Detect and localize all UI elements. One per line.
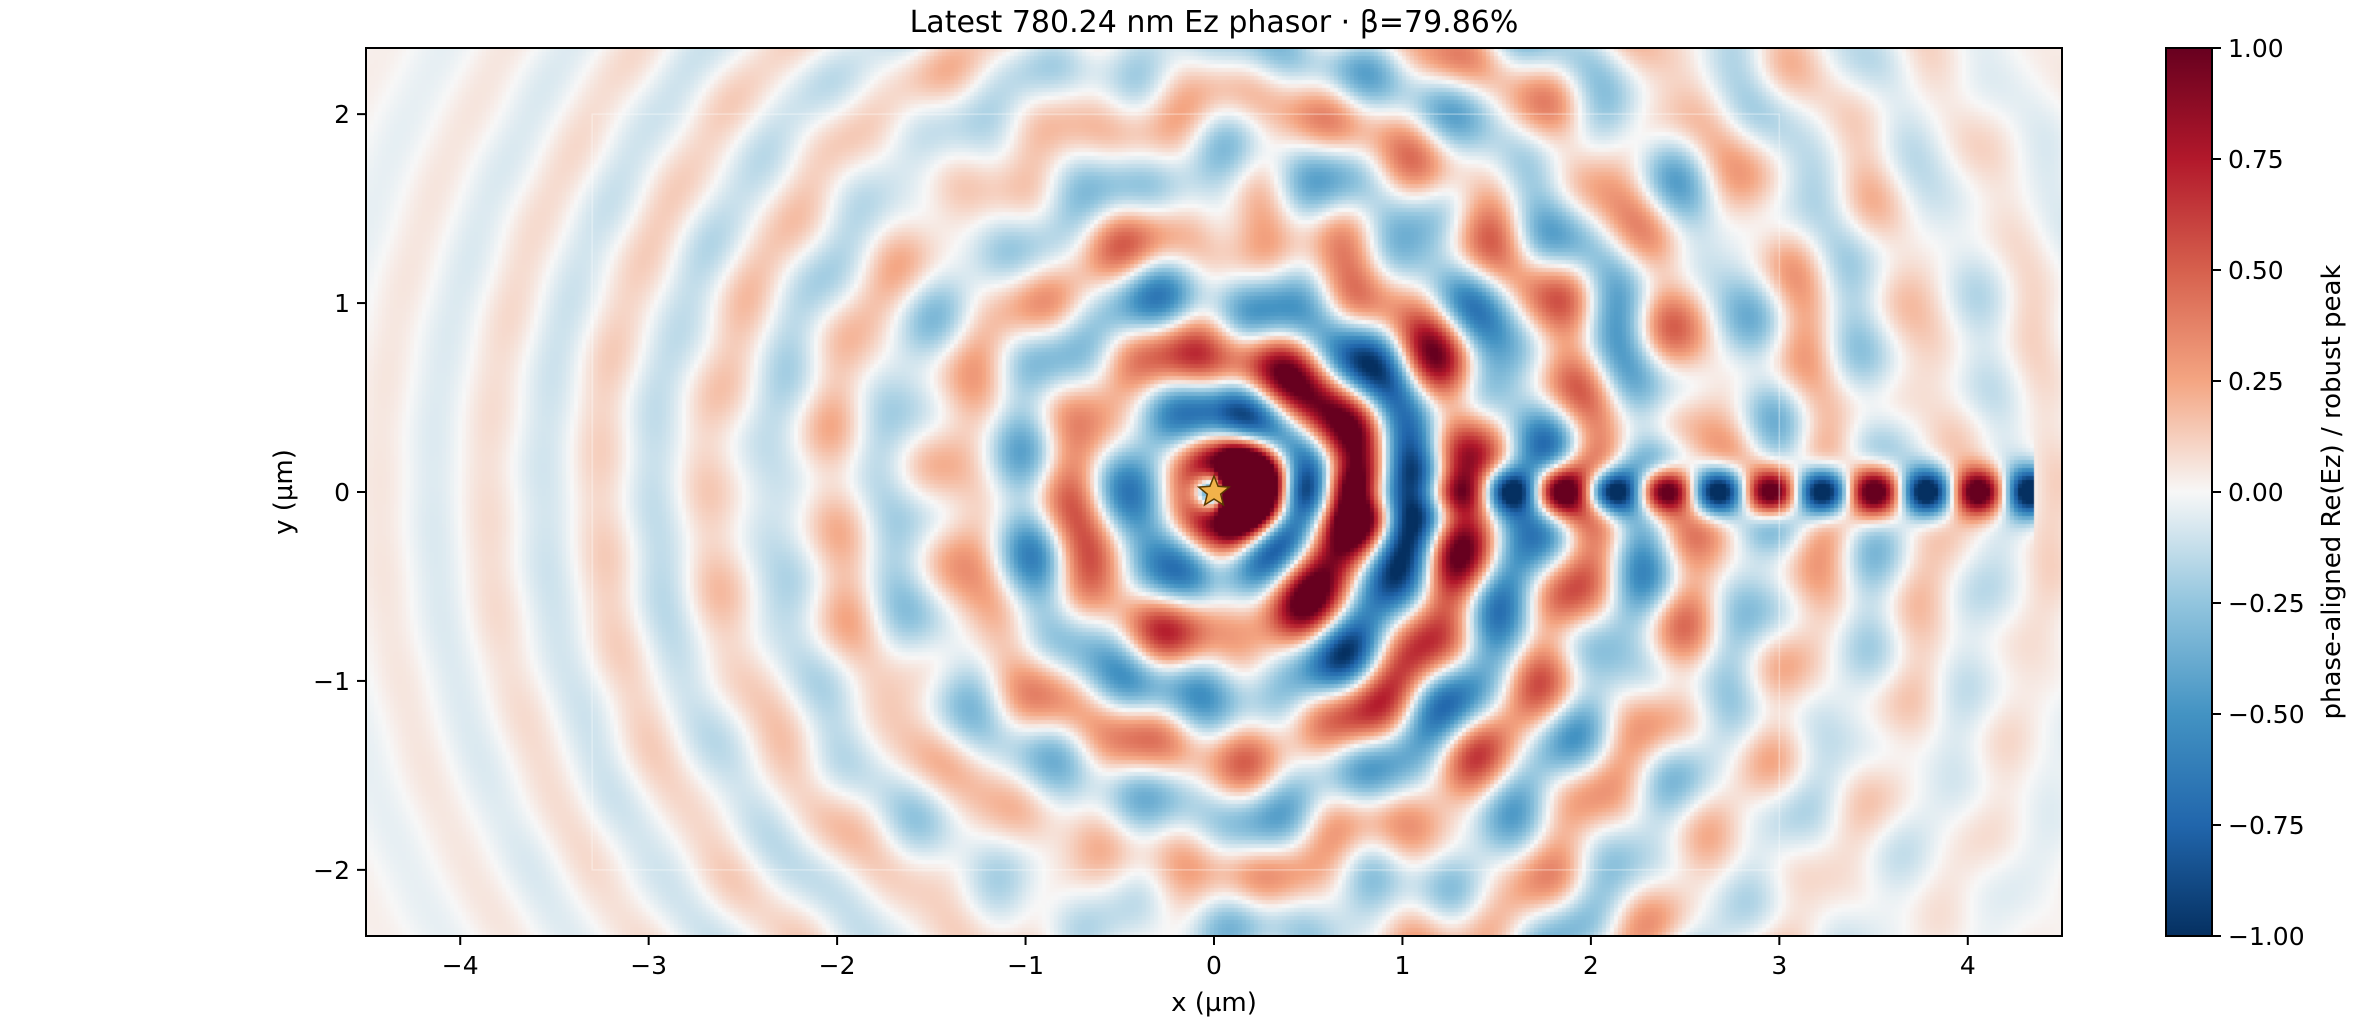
chart-title: Latest 780.24 nm Ez phasor · β=79.86%: [910, 5, 1519, 40]
x-tick-label: 4: [1960, 951, 1976, 980]
x-tick-label: −4: [442, 951, 479, 980]
colorbar-tick-label: 1.00: [2228, 34, 2284, 63]
x-axis-label: x (µm): [1171, 988, 1257, 1018]
y-axis: −2 −1 0 1 2: [313, 100, 366, 885]
y-tick-label: 2: [334, 100, 350, 129]
design-region-outline: [591, 113, 1781, 871]
colorbar-tick-label: −1.00: [2228, 922, 2305, 951]
x-tick-label: 3: [1771, 951, 1787, 980]
colorbar-tick-label: −0.75: [2228, 811, 2305, 840]
y-tick-label: −2: [313, 856, 350, 885]
y-tick-label: 0: [334, 478, 350, 507]
x-tick-label: 1: [1394, 951, 1410, 980]
y-tick-label: −1: [313, 667, 350, 696]
x-tick-label: −3: [630, 951, 667, 980]
y-tick-label: 1: [334, 289, 350, 318]
x-tick-label: −1: [1007, 951, 1044, 980]
colorbar: 1.00 0.75 0.50 0.25 0.00 −0.25 −0.50 −0.75 −1.00…: [2165, 34, 2347, 951]
colorbar-tick-label: 0.75: [2228, 145, 2284, 174]
colorbar-tick-label: −0.50: [2228, 700, 2305, 729]
colorbar-label: phase-aligned Re(Ez) / robust peak: [2317, 264, 2347, 719]
colorbar-tick-label: 0.00: [2228, 478, 2284, 507]
colorbar-tick-label: −0.25: [2228, 589, 2305, 618]
y-axis-label: y (µm): [269, 449, 299, 535]
x-tick-label: −2: [819, 951, 856, 980]
x-axis: −4 −3 −2 −1 0 1 2 3 4: [442, 936, 1976, 980]
heatmap-area: [365, 47, 2063, 937]
source-star-marker: [1196, 473, 1232, 507]
colorbar-ticks: 1.00 0.75 0.50 0.25 0.00 −0.25 −0.50 −0.75 −1.00: [2212, 34, 2305, 951]
colorbar-gradient: [2165, 47, 2213, 937]
x-tick-label: 0: [1206, 951, 1222, 980]
colorbar-tick-label: 0.50: [2228, 256, 2284, 285]
x-tick-label: 2: [1583, 951, 1599, 980]
colorbar-tick-label: 0.25: [2228, 367, 2284, 396]
